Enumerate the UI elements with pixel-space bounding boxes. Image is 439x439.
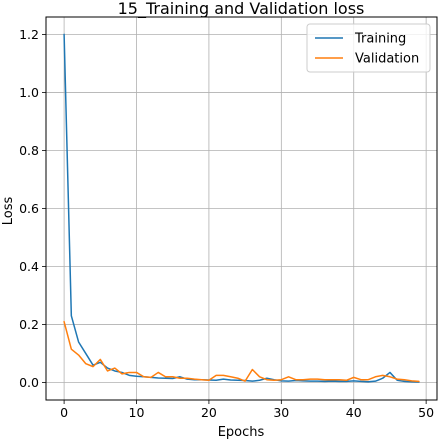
y-tick-label: 0.6 — [19, 201, 39, 216]
x-tick-label: 0 — [60, 405, 68, 420]
chart-title: 15_Training and Validation loss — [118, 0, 365, 19]
legend-label-validation: Validation — [355, 52, 419, 67]
legend-box — [306, 23, 431, 73]
x-tick-label: 40 — [346, 405, 362, 420]
series-layer — [63, 33, 420, 383]
x-tick-label: 50 — [418, 405, 434, 420]
x-axis-label: Epochs — [218, 425, 265, 439]
grid — [46, 17, 437, 400]
legend: Training Validation — [306, 23, 431, 73]
x-tick-label: 20 — [201, 405, 217, 420]
y-tick-label: 1.2 — [19, 27, 39, 42]
legend-label-training: Training — [354, 32, 406, 47]
x-tick-label: 30 — [273, 405, 289, 420]
ticks: 0 10 20 30 40 50 0.0 0.2 0.4 0.6 0.8 1.0 1.2 — [19, 27, 434, 420]
y-tick-label: 0.8 — [19, 143, 39, 158]
series-line-validation — [63, 320, 420, 383]
x-tick-label: 10 — [129, 405, 145, 420]
y-tick-label: 0.2 — [19, 317, 39, 332]
y-tick-label: 0.0 — [19, 375, 39, 390]
y-tick-label: 1.0 — [19, 85, 39, 100]
y-axis-label: Loss — [1, 197, 16, 226]
y-tick-label: 0.4 — [19, 259, 39, 274]
